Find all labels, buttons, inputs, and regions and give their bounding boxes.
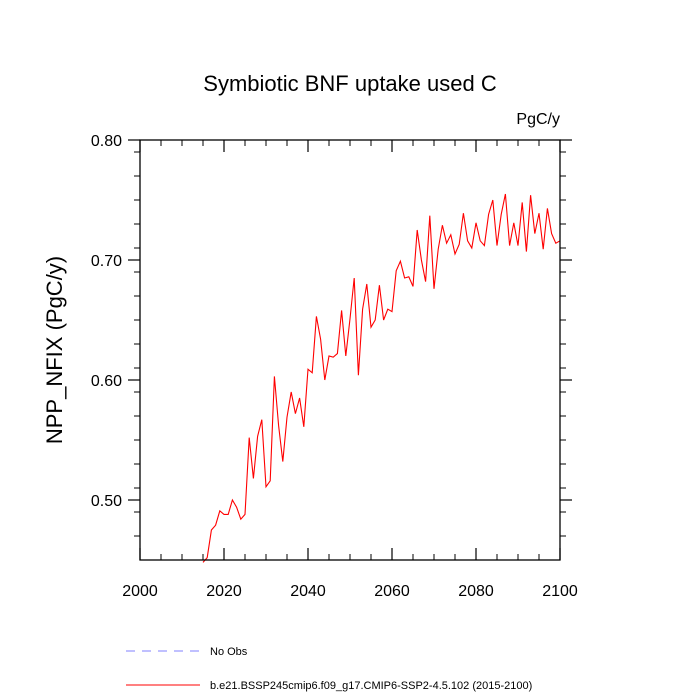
y-tick-label: 0.80 [91, 133, 122, 150]
y-tick-label: 0.50 [91, 493, 122, 510]
y-tick-label: 0.60 [91, 373, 122, 390]
x-tick-label: 2080 [458, 583, 494, 600]
legend-label-no-obs: No Obs [210, 646, 248, 658]
y-tick-label: 0.70 [91, 253, 122, 270]
x-tick-label: 2040 [290, 583, 326, 600]
plot-frame [139, 139, 561, 561]
legend-label-model-run: b.e21.BSSP245cmip6.f09_g17.CMIP6-SSP2-4.… [210, 680, 532, 692]
x-tick-label: 2020 [206, 583, 242, 600]
tick-labels: 2000 2020 2040 2060 2080 2100 0.50 0.60 0.70 0.80 [91, 133, 578, 600]
units-label: PgC/y [516, 111, 560, 128]
chart-title: Symbiotic BNF uptake used C [203, 71, 497, 96]
series-line-1 [202, 193, 561, 563]
x-tick-label: 2060 [374, 583, 410, 600]
y-axis-label: NPP_NFIX (PgC/y) [42, 256, 67, 444]
plot-series [202, 193, 561, 563]
x-tick-label: 2100 [542, 583, 578, 600]
x-tick-label: 2000 [122, 583, 158, 600]
legend: No Obs b.e21.BSSP245cmip6.f09_g17.CMIP6-… [126, 646, 532, 692]
axis-ticks [128, 139, 572, 560]
